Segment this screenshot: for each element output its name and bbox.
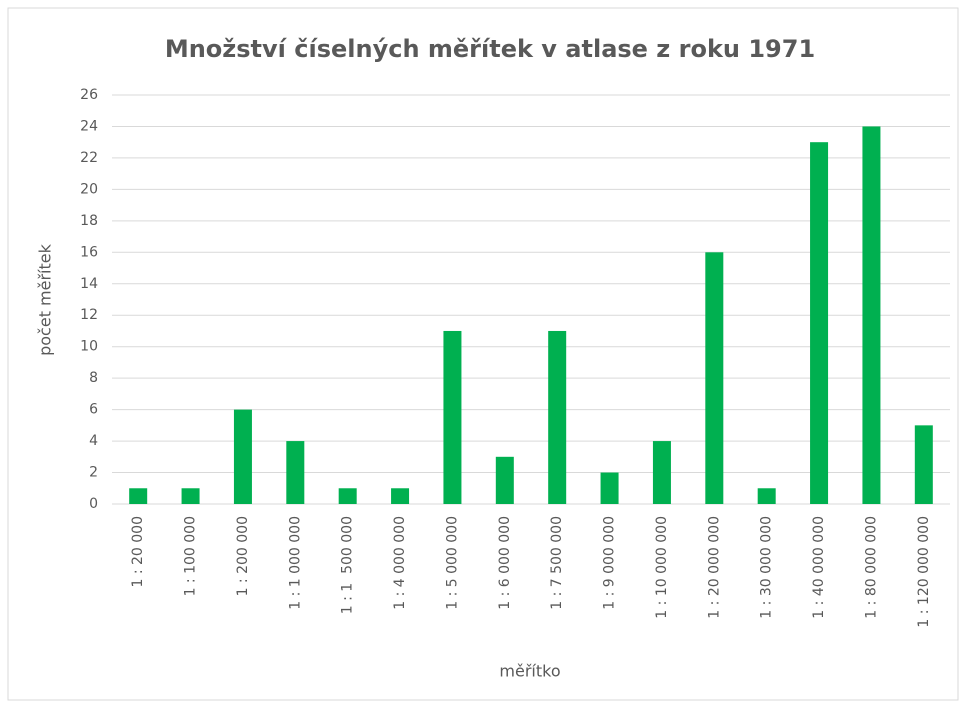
bar	[705, 252, 724, 504]
bar	[914, 425, 933, 504]
bar	[652, 441, 671, 504]
bar	[338, 488, 357, 504]
y-tick-label: 4	[89, 433, 98, 449]
y-tick-label: 2	[89, 465, 98, 481]
bar	[810, 142, 829, 504]
bar	[391, 488, 410, 504]
y-tick-label: 8	[89, 370, 98, 386]
x-tick-label: 1 : 20 000 000	[706, 516, 722, 619]
x-tick-label: 1 : 120 000 000	[916, 516, 932, 628]
y-tick-label: 26	[80, 87, 98, 103]
y-tick-label: 12	[80, 307, 98, 323]
x-tick-label: 1 : 30 000 000	[759, 516, 775, 619]
bar	[129, 488, 148, 504]
x-tick-label: 1 : 80 000 000	[863, 516, 879, 619]
x-tick-label: 1 : 10 000 000	[654, 516, 670, 619]
y-tick-label: 10	[80, 339, 98, 355]
y-tick-label: 24	[80, 118, 98, 134]
x-tick-label: 1 : 9 000 000	[602, 516, 618, 610]
bar	[495, 456, 514, 504]
y-tick-label: 22	[80, 150, 98, 166]
y-tick-label: 0	[89, 496, 98, 512]
x-axis-title: měřítko	[499, 662, 560, 681]
x-tick-label: 1 : 7 500 000	[549, 516, 565, 610]
bar	[757, 488, 776, 504]
y-tick-label: 6	[89, 402, 98, 418]
x-tick-label: 1 : 100 000	[183, 516, 199, 596]
x-tick-label: 1 : 200 000	[235, 516, 251, 596]
x-tick-label: 1 : 4 000 000	[392, 516, 408, 610]
bar	[181, 488, 200, 504]
bar	[286, 441, 305, 504]
bar	[233, 409, 252, 504]
y-tick-label: 14	[80, 276, 98, 292]
bar	[548, 330, 567, 504]
x-tick-label: 1 : 1 000 000	[287, 516, 303, 610]
chart-title: Množství číselných měřítek v atlase z ro…	[165, 35, 815, 63]
y-tick-label: 18	[80, 213, 98, 229]
x-tick-label: 1 : 5 000 000	[444, 516, 460, 610]
bar	[443, 330, 462, 504]
bar	[600, 472, 619, 504]
x-tick-label: 1 : 6 000 000	[497, 516, 513, 610]
chart-border	[7, 7, 959, 701]
x-tick-label: 1 : 1 500 000	[340, 516, 356, 614]
y-tick-label: 20	[80, 181, 98, 197]
x-tick-label: 1 : 20 000	[130, 516, 146, 588]
bar	[862, 126, 881, 504]
x-tick-label: 1 : 40 000 000	[811, 516, 827, 619]
y-axis-title: počet měřítek	[36, 243, 55, 356]
y-tick-label: 16	[80, 244, 98, 260]
